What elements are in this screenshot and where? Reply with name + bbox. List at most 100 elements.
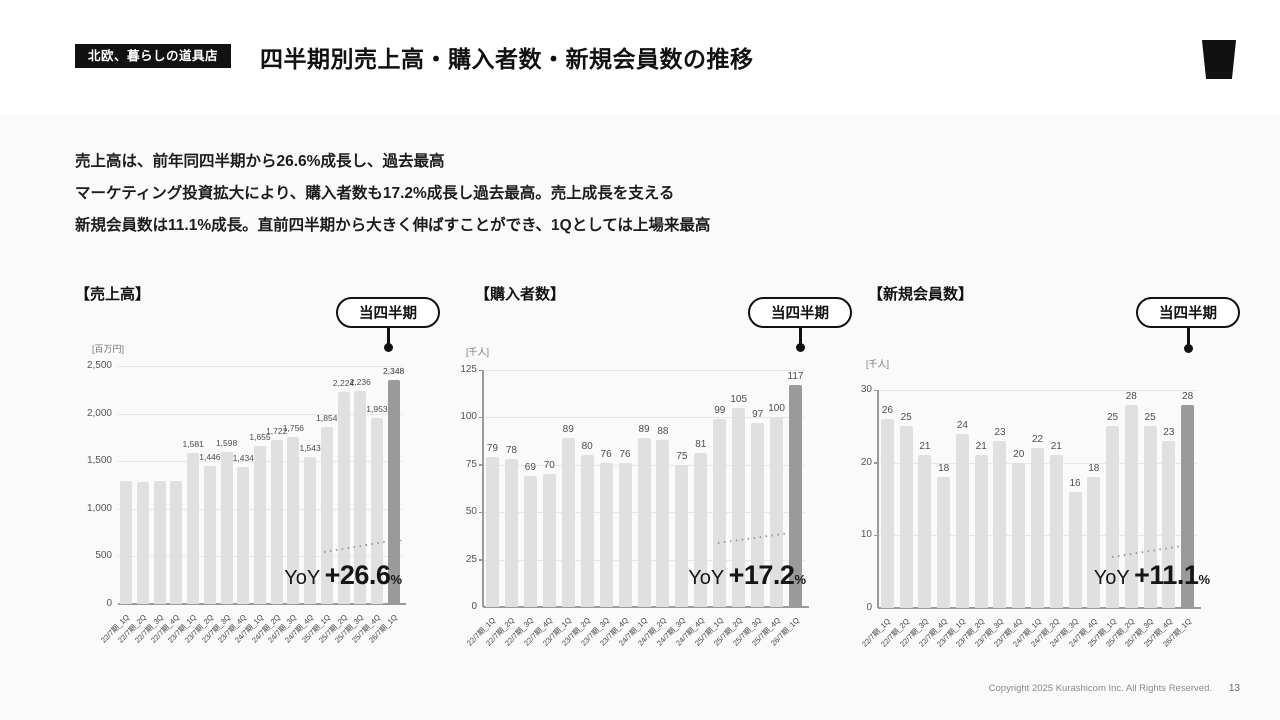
yoy-prefix: YoY (284, 567, 321, 589)
bar-label: 21 (1050, 441, 1062, 453)
x-axis-line (118, 603, 406, 605)
y-tick-label: 2,500 (86, 360, 112, 371)
bar (220, 451, 233, 604)
bar (504, 459, 518, 607)
yoy-value: +26.6 (324, 560, 391, 590)
bar (370, 418, 383, 604)
bar-label: 97 (752, 409, 764, 421)
bar (1087, 477, 1101, 608)
bar (237, 467, 250, 604)
bar-label: 1,598 (215, 437, 238, 448)
yoy-label-buyers: YoY +17.2% (688, 560, 806, 591)
y-tick-label: 50 (465, 506, 477, 518)
chart-title-members: 【新規会員数】 (868, 286, 974, 303)
callout-stem-buyers (799, 328, 802, 345)
summary-line-2: マーケティング投資拡大により、購入者数も17.2%成長し過去最高。売上成長を支え… (75, 185, 675, 202)
bar (561, 438, 575, 607)
bar-label: 24 (956, 419, 968, 431)
x-axis-line (878, 607, 1201, 609)
gridline (483, 417, 805, 419)
y-tick-label: 25 (465, 553, 477, 565)
unit-label-buyers: [千人] (466, 347, 490, 357)
bar-label: 69 (524, 462, 536, 474)
brand-badge: 北欧、暮らしの道具店 (75, 44, 232, 68)
bar-label: 28 (1182, 390, 1194, 402)
bar-label: 78 (505, 445, 517, 457)
bar (937, 477, 951, 608)
bar-label: 20 (1013, 448, 1025, 460)
bar (287, 436, 300, 604)
bar-label: 75 (676, 450, 688, 462)
callout-dot-members (1184, 344, 1193, 353)
bar-label: 88 (657, 426, 669, 438)
bar (770, 417, 784, 607)
bar (732, 407, 746, 607)
y-tick-label: 500 (95, 550, 112, 562)
bar-label: 28 (1125, 390, 1137, 402)
bar (1012, 462, 1026, 608)
bar (187, 453, 200, 604)
trend-arrow-icon-members (1111, 541, 1194, 558)
callout-pill-members: 当四半期 (1136, 297, 1240, 328)
bar (580, 455, 594, 607)
chart-title-buyers: 【購入者数】 (475, 286, 566, 303)
footer-copyright: Copyright 2025 Kurashicom Inc. All Right… (988, 683, 1212, 694)
bar-label: 80 (581, 441, 593, 453)
bar (153, 480, 166, 604)
bar (713, 419, 727, 607)
bar (542, 474, 556, 607)
callout-stem-members (1187, 328, 1190, 345)
bar (955, 433, 969, 608)
y-tick-label: 0 (106, 598, 112, 609)
bar-label: 21 (975, 441, 987, 453)
callout-dot-sales (384, 343, 393, 352)
bar (1162, 440, 1176, 608)
bar (1049, 455, 1063, 608)
y-axis-tick (479, 464, 483, 466)
bar-label: 25 (900, 412, 912, 424)
bar (523, 476, 537, 607)
bar-label: 105 (730, 393, 748, 405)
yoy-suffix: % (1198, 572, 1210, 587)
bar (320, 427, 333, 604)
bar-label: 79 (486, 443, 499, 455)
bar (254, 446, 266, 604)
bar (354, 391, 367, 604)
bar-label: 25 (1106, 412, 1119, 424)
bar (120, 481, 133, 604)
summary-text: 売上高は、前年同四半期から26.6%成長し、過去最高 マーケティング投資拡大によ… (75, 146, 710, 242)
bar-label: 2,236 (349, 377, 371, 388)
yoy-prefix: YoY (688, 567, 725, 589)
bar (880, 419, 894, 608)
bar-label: 81 (695, 439, 707, 451)
trend-arrow-icon-sales (323, 536, 402, 553)
bar-label: 99 (714, 405, 726, 417)
bar-label: 1,655 (249, 432, 271, 443)
bar (1068, 491, 1082, 608)
callout-pill-buyers: 当四半期 (748, 297, 852, 328)
yoy-value: +17.2 (728, 560, 795, 590)
bar-label: 1,854 (316, 413, 338, 424)
y-axis-tick (479, 559, 483, 561)
y-axis-tick (874, 389, 878, 391)
y-tick-label: 125 (460, 364, 477, 375)
y-axis-tick (479, 416, 483, 419)
gridline (878, 390, 1197, 391)
yoy-suffix: % (390, 572, 402, 587)
bar-label: 18 (938, 463, 950, 475)
bar (974, 455, 988, 608)
yoy-value: +11.1 (1134, 560, 1199, 590)
bar (618, 462, 632, 607)
chart-title-sales: 【売上高】 (75, 286, 151, 303)
yoy-suffix: % (794, 572, 806, 587)
bar (899, 426, 913, 608)
bar-label: 26 (881, 405, 893, 417)
bar (1124, 404, 1138, 608)
page-number: 13 (1228, 683, 1240, 694)
bar (1106, 426, 1120, 608)
y-axis-tick (874, 462, 878, 464)
bar (170, 480, 183, 604)
yoy-label-members: YoY +11.1% (1094, 560, 1210, 591)
bar-label: 1,722 (266, 426, 288, 437)
y-tick-label: 100 (460, 411, 477, 423)
